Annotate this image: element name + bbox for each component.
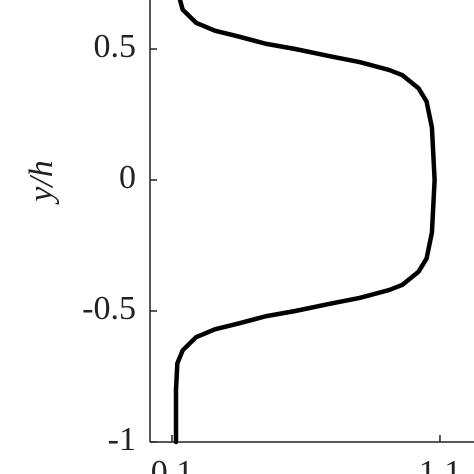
y-axis-label: y/h bbox=[23, 160, 60, 205]
y-tick-label: 0.5 bbox=[94, 28, 137, 65]
profile-line bbox=[173, 0, 437, 445]
y-tick-label: 0 bbox=[119, 159, 136, 196]
x-tick-label: 0.1 bbox=[151, 454, 194, 474]
y-tick-label: -1 bbox=[108, 421, 136, 458]
x-tick-label: 1.1 bbox=[419, 454, 462, 474]
y-tick-label: -0.5 bbox=[82, 290, 136, 327]
